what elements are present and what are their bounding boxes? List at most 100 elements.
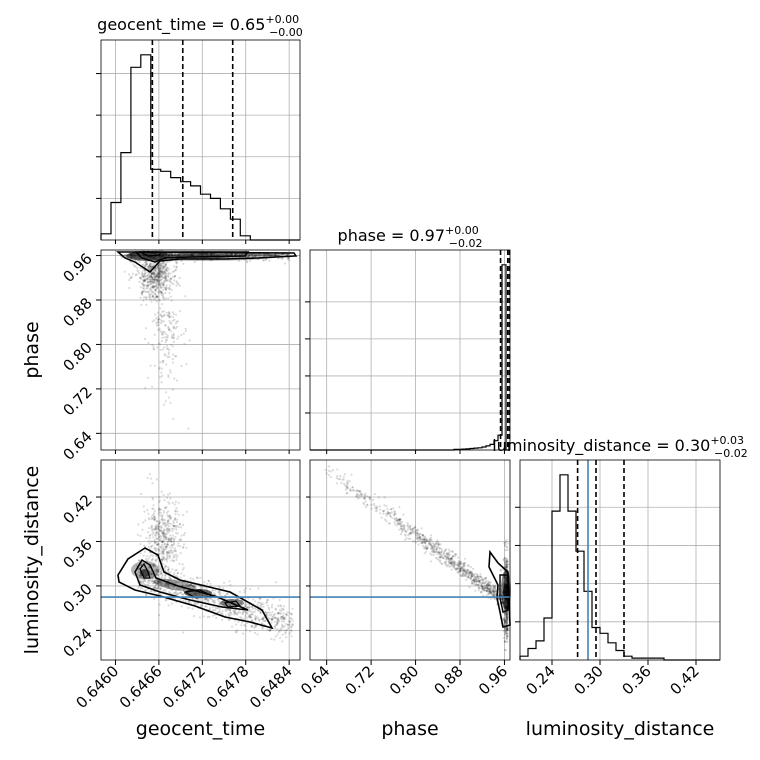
- scatter-point: [279, 629, 282, 632]
- scatter-point: [282, 612, 285, 615]
- scatter-point: [164, 291, 167, 294]
- scatter-point: [268, 259, 271, 262]
- scatter-point: [275, 581, 278, 584]
- scatter-point: [262, 616, 265, 620]
- scatter-point: [161, 303, 164, 306]
- scatter-point: [165, 269, 168, 272]
- scatter-point: [285, 629, 288, 632]
- scatter-point: [169, 571, 172, 574]
- scatter-point: [166, 344, 169, 347]
- scatter-point: [222, 603, 225, 606]
- scatter-point: [182, 513, 185, 517]
- scatter-point: [155, 279, 158, 282]
- scatter-point: [402, 513, 405, 516]
- scatter-point: [173, 538, 176, 541]
- scatter-point: [396, 522, 400, 525]
- scatter-point: [173, 579, 176, 582]
- scatter-point: [154, 293, 157, 296]
- scatter-point: [148, 293, 151, 296]
- scatter-point: [162, 532, 165, 535]
- scatter-point: [256, 254, 259, 257]
- scatter-point: [162, 281, 166, 284]
- scatter-point: [157, 267, 160, 270]
- scatter-point: [383, 496, 386, 499]
- scatter-point: [289, 617, 292, 620]
- scatter-point: [167, 325, 170, 329]
- scatter-point: [162, 511, 165, 514]
- scatter-point: [178, 588, 181, 591]
- scatter-point: [377, 496, 381, 499]
- scatter-point: [480, 578, 483, 581]
- scatter-point: [280, 609, 283, 613]
- scatter-point: [204, 598, 207, 601]
- scatter-point: [211, 606, 214, 609]
- scatter-point: [169, 514, 172, 518]
- scatter-point: [160, 367, 164, 370]
- scatter-point: [159, 573, 162, 576]
- scatter-point: [173, 573, 176, 576]
- scatter-point: [282, 617, 285, 620]
- scatter-point: [149, 278, 152, 281]
- scatter-point: [153, 510, 156, 513]
- scatter-point: [146, 275, 149, 278]
- scatter-point: [267, 606, 270, 609]
- scatter-point: [191, 597, 194, 600]
- scatter-point: [159, 289, 162, 292]
- scatter-point: [481, 580, 484, 584]
- scatter-point: [149, 289, 152, 292]
- scatter-point: [151, 272, 154, 275]
- scatter-point: [157, 584, 160, 587]
- scatter-point: [435, 556, 438, 559]
- scatter-point: [159, 319, 163, 322]
- scatter-point: [151, 533, 154, 536]
- scatter-point: [259, 254, 262, 257]
- scatter-point: [153, 539, 156, 542]
- title-plus: +0.03: [710, 434, 744, 447]
- scatter-point: [222, 587, 225, 590]
- scatter-point: [141, 580, 144, 584]
- scatter-point: [143, 550, 146, 553]
- scatter-point: [336, 475, 339, 478]
- scatter-point: [171, 568, 174, 571]
- scatter-point: [145, 278, 148, 281]
- scatter-point: [160, 291, 163, 294]
- scatter-point: [154, 267, 157, 270]
- scatter-point: [249, 610, 253, 613]
- scatter-point: [249, 614, 252, 617]
- scatter-point: [191, 254, 194, 257]
- scatter-point: [150, 280, 153, 283]
- scatter-point: [156, 296, 159, 299]
- scatter-point: [489, 587, 492, 590]
- scatter-point: [174, 518, 177, 521]
- scatter-point: [146, 376, 149, 379]
- scatter-point: [258, 253, 261, 256]
- scatter-point: [266, 600, 269, 604]
- scatter-point: [336, 468, 339, 471]
- scatter-point: [196, 576, 199, 580]
- scatter-point: [200, 254, 204, 257]
- scatter-point: [244, 614, 247, 618]
- scatter-point: [237, 597, 240, 600]
- scatter-point: [151, 272, 154, 275]
- scatter-point: [259, 253, 263, 256]
- scatter-point: [149, 265, 152, 268]
- scatter-point: [407, 524, 410, 527]
- scatter-point: [167, 327, 170, 330]
- panel-frame: [519, 459, 721, 661]
- scatter-point: [162, 519, 165, 522]
- scatter-point: [494, 597, 497, 600]
- scatter-point: [442, 556, 446, 560]
- scatter-point: [399, 533, 403, 536]
- scatter-point: [156, 318, 159, 322]
- scatter-point: [148, 298, 151, 301]
- scatter-point: [159, 283, 162, 286]
- scatter-point: [150, 272, 153, 275]
- scatter-point: [227, 598, 231, 602]
- scatter-point: [204, 254, 207, 257]
- scatter-point: [363, 494, 366, 497]
- scatter-point: [211, 588, 214, 592]
- scatter-point: [192, 585, 195, 588]
- scatter-point: [158, 273, 161, 276]
- scatter-point: [157, 269, 161, 273]
- scatter-point: [143, 272, 146, 275]
